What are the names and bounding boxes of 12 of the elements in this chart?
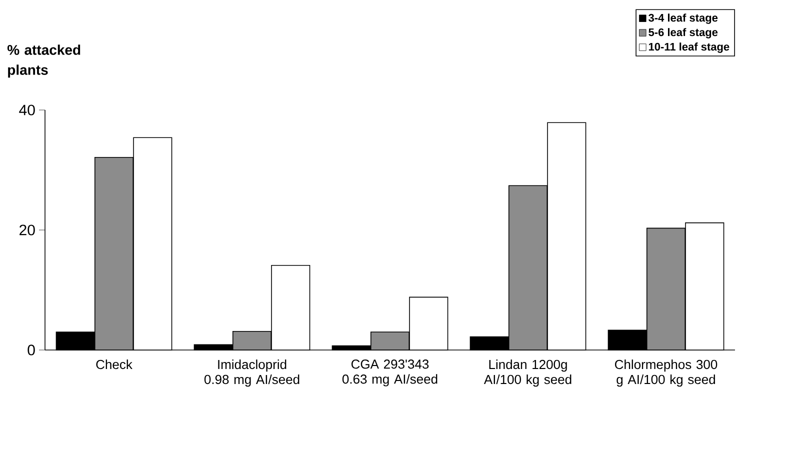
x-tick-label: CGA 293'343 0.63 mg AI/seed [342,360,438,386]
legend-label: 5-6 leaf stage [648,28,718,38]
y-axis-title: % attacked plants [7,44,80,78]
x-tick-label: Chlormephos 300 g AI/100 kg seed [614,360,718,387]
legend-label: 3-4 leaf stage [648,14,718,24]
y-tick-label: 40 [19,104,35,116]
x-tick-label: Check [96,360,132,370]
legend-label: 10-11 leaf stage [648,42,730,53]
y-tick-label: 0 [28,344,35,356]
x-tick-label: Imidacloprid 0.98 mg AI/seed [204,360,300,387]
y-tick-label: 20 [20,224,35,236]
x-tick-label: Lindan 1200g AI/100 kg seed [484,360,572,387]
